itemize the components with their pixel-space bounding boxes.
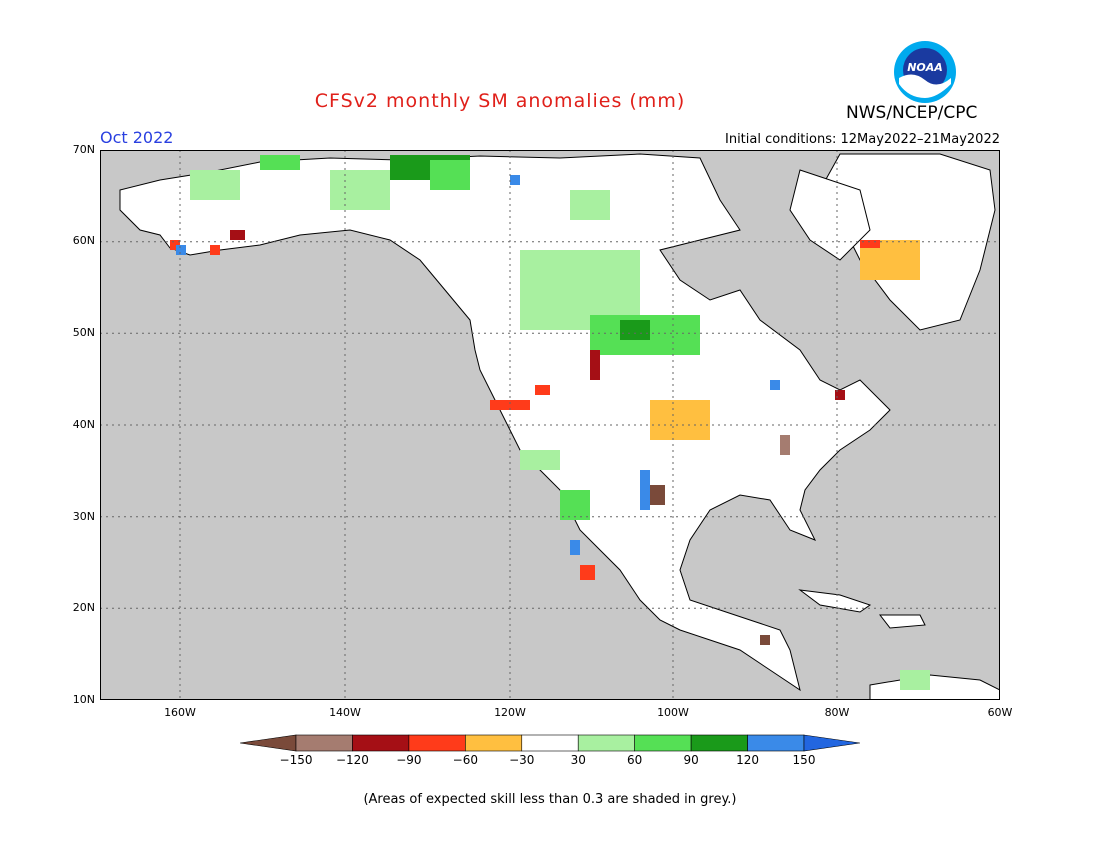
lat-label-30n: 30N xyxy=(72,510,95,523)
colorbar-label: −120 xyxy=(335,753,369,767)
colorbar-label: −150 xyxy=(279,753,313,767)
noaa-logo: NOAA xyxy=(894,41,956,103)
colorbar-swatch xyxy=(408,734,466,752)
lon-label-80w: 80W xyxy=(824,706,850,719)
colorbar-label: 90 xyxy=(683,753,699,767)
lat-label-40n: 40N xyxy=(72,418,95,431)
forecast-month: Oct 2022 xyxy=(100,128,174,147)
lon-label-100w: 100W xyxy=(657,706,689,719)
colorbar-label: 60 xyxy=(627,753,643,767)
anomaly-map xyxy=(100,150,1000,700)
colorbar-swatch xyxy=(803,734,860,752)
colorbar-label: −90 xyxy=(396,753,422,767)
lon-label-60w: 60W xyxy=(987,706,1013,719)
baffin-land xyxy=(789,169,871,261)
organization-label: NWS/NCEP/CPC xyxy=(846,103,978,123)
anomaly-cells xyxy=(170,155,930,690)
lat-label-70n: 70N xyxy=(72,143,95,156)
colorbar-label: −60 xyxy=(452,753,478,767)
lat-label-10n: 10N xyxy=(72,693,95,706)
colorbar-swatch xyxy=(747,734,805,752)
map-title: CFSv2 monthly SM anomalies (mm) xyxy=(314,90,686,112)
colorbar-swatch xyxy=(634,734,692,752)
colorbar-label: −30 xyxy=(509,753,535,767)
colorbar-label: 30 xyxy=(570,753,586,767)
colorbar-swatch xyxy=(521,734,579,752)
colorbar-swatch xyxy=(690,734,748,752)
initial-conditions: Initial conditions: 12May2022–21May2022 xyxy=(725,132,1000,147)
lon-label-120w: 120W xyxy=(494,706,526,719)
noaa-logo-text: NOAA xyxy=(907,61,943,74)
colorbar-label: 150 xyxy=(792,753,816,767)
cuba-land xyxy=(798,589,872,613)
colorbar-swatch xyxy=(577,734,635,752)
graticule xyxy=(100,150,1000,700)
colorbar-swatch xyxy=(295,734,353,752)
skill-note: (Areas of expected skill less than 0.3 a… xyxy=(363,792,737,807)
colorbar-label: 120 xyxy=(736,753,759,767)
colorbar-swatch xyxy=(240,734,297,752)
colorbar xyxy=(240,734,860,752)
lon-label-140w: 140W xyxy=(329,706,361,719)
north-america-land xyxy=(119,153,891,692)
hispaniola-land xyxy=(878,614,926,629)
colorbar-swatch xyxy=(465,734,523,752)
lat-label-50n: 50N xyxy=(72,326,95,339)
lon-label-160w: 160W xyxy=(164,706,196,719)
colorbar-swatch xyxy=(352,734,410,752)
lat-label-60n: 60N xyxy=(72,234,95,247)
lat-label-20n: 20N xyxy=(72,601,95,614)
